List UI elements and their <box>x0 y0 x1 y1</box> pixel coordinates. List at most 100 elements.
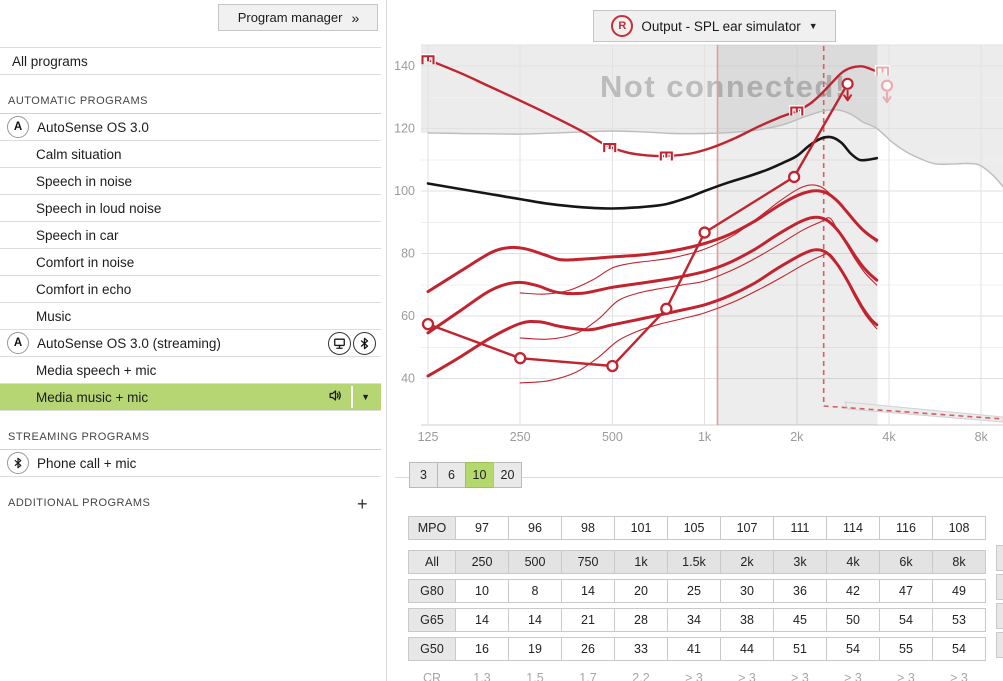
table-cell: 28 <box>614 608 668 632</box>
right-ear-icon: R <box>611 15 634 37</box>
x-tick-label: 2k <box>790 430 804 444</box>
table-cell: 1,7 <box>579 671 597 681</box>
adjacent-table-stub <box>996 603 1003 629</box>
table-cell: > 3 <box>950 671 968 681</box>
speaker-icon <box>328 388 343 406</box>
ucl-marker <box>841 77 854 90</box>
program-label: STREAMING PROGRAMS <box>8 431 150 443</box>
table-row-all: All 250 500 750 1k 1.5k 2k 3k 4k 6k 8k <box>408 550 986 574</box>
monitor-icon <box>328 331 351 355</box>
table-cell: 14 <box>561 579 615 603</box>
scale-button-10[interactable]: 10 <box>465 462 494 488</box>
table-cell: > 3 <box>844 671 862 681</box>
table-cell: 55 <box>879 637 933 661</box>
program-item[interactable]: Media music + mic ▼ <box>0 384 381 411</box>
table-cell: 1.5k <box>667 550 721 574</box>
program-label: AutoSense OS 3.0 <box>37 119 149 135</box>
table-cell: 41 <box>667 637 721 661</box>
table-cell: 8k <box>932 550 986 574</box>
threshold-marker <box>421 317 435 331</box>
table-cell: 116 <box>879 516 933 540</box>
threshold-marker <box>660 302 673 315</box>
table-cell: 4k <box>826 550 880 574</box>
autosense-icon: A <box>7 332 29 354</box>
output-black-curve <box>426 135 879 210</box>
x-tick-label: 250 <box>510 430 531 444</box>
program-item[interactable]: A AutoSense OS 3.0 <box>0 114 381 141</box>
table-cell: 10 <box>455 579 509 603</box>
table-cell: 114 <box>826 516 880 540</box>
table-cell: 6k <box>879 550 933 574</box>
curve-view-selector[interactable]: R Output - SPL ear simulator ▼ <box>593 10 836 42</box>
x-tick-label: 125 <box>418 430 439 444</box>
table-cell: 20 <box>614 579 668 603</box>
table-cell: 2k <box>720 550 774 574</box>
threshold-marker <box>698 226 711 239</box>
output-spl-chart: 125 250 500 1k 2k 4k 8k 140 120 100 80 60 40 Not con… <box>394 44 1003 444</box>
table-cell: 2,2 <box>632 671 650 681</box>
down-arrow-icon <box>882 91 892 104</box>
table-row-g50: G50 16 19 26 33 41 44 51 54 55 54 <box>408 637 986 661</box>
table-cell: 8 <box>508 579 562 603</box>
program-item[interactable]: A AutoSense OS 3.0 (streaming) <box>0 330 381 357</box>
table-cell: 97 <box>455 516 509 540</box>
table-cell: 500 <box>508 550 562 574</box>
program-item[interactable]: Comfort in echo <box>0 276 381 303</box>
table-cell: 14 <box>508 608 562 632</box>
program-label: AutoSense OS 3.0 (streaming) <box>37 335 221 351</box>
row-label: G80 <box>408 579 456 603</box>
program-item[interactable]: Speech in loud noise <box>0 195 381 222</box>
table-cell: 1,3 <box>473 671 491 681</box>
chevron-down-icon[interactable]: ▼ <box>361 392 370 402</box>
scale-button-20[interactable]: 20 <box>493 462 522 488</box>
table-cell: 34 <box>667 608 721 632</box>
program-label: Comfort in noise <box>36 254 135 270</box>
section-header: ADDITIONAL PROGRAMS + <box>0 477 381 515</box>
frequency-band-shade <box>717 45 878 425</box>
divider-line <box>395 477 1003 478</box>
table-cell: 250 <box>455 550 509 574</box>
output-g65-curve <box>426 215 879 335</box>
y-tick-label: 80 <box>401 247 415 261</box>
gain-table: MPO 97 96 98 101 105 107 111 114 116 108 All 250 500 7… <box>408 516 986 681</box>
table-cell: 96 <box>508 516 562 540</box>
table-cell: 98 <box>561 516 615 540</box>
table-cell: 3k <box>773 550 827 574</box>
program-item[interactable]: Speech in noise <box>0 168 381 195</box>
y-tick-label: 60 <box>401 309 415 323</box>
program-item[interactable]: Phone call + mic <box>0 450 381 477</box>
table-cell: 54 <box>826 637 880 661</box>
section-header: STREAMING PROGRAMS <box>0 411 381 450</box>
table-row-cr: CR 1,3 1,5 1,7 2,2 > 3 > 3 > 3 > 3 > 3 > 3 <box>408 666 986 681</box>
table-cell: 42 <box>826 579 880 603</box>
program-label: All programs <box>12 53 88 69</box>
table-cell: 111 <box>773 516 827 540</box>
table-cell: 105 <box>667 516 721 540</box>
program-label: Speech in noise <box>36 173 133 189</box>
row-label: G65 <box>408 608 456 632</box>
table-cell: 49 <box>932 579 986 603</box>
scale-button-6[interactable]: 6 <box>437 462 466 488</box>
table-row-g65: G65 14 14 21 28 34 38 45 50 54 53 <box>408 608 986 632</box>
program-label: Music <box>36 308 72 324</box>
program-label: Media music + mic <box>36 389 149 405</box>
program-item[interactable]: Media speech + mic <box>0 357 381 384</box>
add-program-button[interactable]: + <box>356 494 368 514</box>
program-manager-button[interactable]: Program manager » <box>218 4 378 31</box>
output-limit-curve <box>427 108 1003 188</box>
table-cell: 50 <box>826 608 880 632</box>
y-tick-label: 120 <box>394 122 415 136</box>
program-item[interactable]: Calm situation <box>0 141 381 168</box>
program-item[interactable]: Speech in car <box>0 222 381 249</box>
program-label: Speech in loud noise <box>36 200 162 216</box>
table-cell: 54 <box>932 637 986 661</box>
scale-button-3[interactable]: 3 <box>409 462 438 488</box>
feedback-threshold-line <box>822 46 1003 420</box>
program-item[interactable]: Music <box>0 303 381 330</box>
adjacent-table-stub <box>996 632 1003 658</box>
chevron-down-icon: ▼ <box>808 21 818 31</box>
panel-divider <box>386 0 387 681</box>
bluetooth-icon <box>7 452 29 474</box>
program-item[interactable]: Comfort in noise <box>0 249 381 276</box>
program-item[interactable]: All programs <box>0 48 381 75</box>
